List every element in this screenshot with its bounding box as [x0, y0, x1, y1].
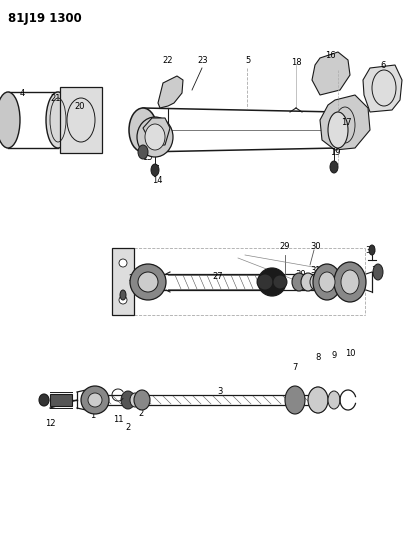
Text: 18: 18	[290, 58, 301, 67]
Text: 24: 24	[143, 263, 154, 272]
Text: 2: 2	[138, 408, 143, 417]
Text: 14: 14	[151, 175, 162, 184]
Text: 34: 34	[365, 246, 375, 254]
Bar	[50, 394, 72, 406]
Ellipse shape	[136, 117, 173, 157]
Ellipse shape	[291, 273, 305, 291]
Ellipse shape	[307, 387, 327, 413]
Bar	[112, 248, 134, 315]
Polygon shape	[319, 95, 369, 150]
Ellipse shape	[120, 290, 126, 300]
Text: 12: 12	[45, 418, 55, 427]
Ellipse shape	[0, 92, 20, 148]
Text: 25: 25	[132, 279, 143, 287]
Text: 17: 17	[340, 117, 350, 126]
Polygon shape	[362, 65, 401, 112]
Ellipse shape	[272, 275, 286, 289]
Text: 6: 6	[379, 61, 385, 69]
Text: 19: 19	[329, 148, 339, 157]
Ellipse shape	[81, 386, 109, 414]
Ellipse shape	[119, 259, 127, 267]
Text: 30: 30	[310, 241, 320, 251]
Ellipse shape	[309, 274, 321, 290]
Text: 33: 33	[349, 263, 360, 272]
Text: 27: 27	[212, 271, 223, 280]
Ellipse shape	[134, 390, 149, 410]
Text: 13: 13	[154, 139, 165, 148]
Polygon shape	[311, 52, 349, 95]
Text: 22: 22	[162, 55, 173, 64]
Ellipse shape	[129, 108, 157, 152]
Ellipse shape	[329, 161, 337, 173]
Text: 5: 5	[245, 55, 250, 64]
Polygon shape	[143, 118, 170, 145]
Ellipse shape	[327, 112, 347, 148]
Text: 81J19 1300: 81J19 1300	[8, 12, 81, 25]
Ellipse shape	[340, 270, 358, 294]
Ellipse shape	[145, 124, 164, 150]
Text: 26: 26	[128, 273, 139, 282]
Text: 2: 2	[125, 424, 130, 432]
Ellipse shape	[138, 272, 158, 292]
Ellipse shape	[39, 394, 49, 406]
Text: 30: 30	[295, 270, 305, 279]
Ellipse shape	[327, 391, 339, 409]
Ellipse shape	[119, 296, 127, 304]
Ellipse shape	[138, 145, 148, 159]
Ellipse shape	[368, 245, 374, 255]
Text: 28: 28	[268, 271, 279, 280]
Text: 21: 21	[51, 93, 61, 102]
Ellipse shape	[46, 92, 70, 148]
Text: 29: 29	[279, 241, 290, 251]
Ellipse shape	[318, 272, 334, 292]
Polygon shape	[158, 76, 183, 108]
Text: 4: 4	[19, 88, 25, 98]
Text: 15: 15	[141, 152, 152, 161]
Text: 8: 8	[315, 353, 320, 362]
Text: 3: 3	[217, 386, 222, 395]
Text: 11: 11	[113, 416, 123, 424]
Ellipse shape	[300, 273, 314, 291]
Ellipse shape	[121, 391, 135, 409]
Text: 9: 9	[330, 351, 336, 360]
Text: 1: 1	[90, 411, 96, 421]
Text: 31: 31	[310, 265, 320, 274]
Ellipse shape	[256, 274, 272, 290]
Text: 35: 35	[371, 265, 382, 274]
Text: 16: 16	[324, 51, 335, 60]
Text: 32: 32	[321, 265, 332, 274]
Text: 10: 10	[344, 350, 354, 359]
Ellipse shape	[312, 264, 340, 300]
Ellipse shape	[151, 164, 159, 176]
Ellipse shape	[88, 393, 102, 407]
Text: 20: 20	[75, 101, 85, 110]
Ellipse shape	[372, 264, 382, 280]
Text: 7: 7	[292, 364, 297, 373]
Ellipse shape	[130, 264, 166, 300]
Ellipse shape	[284, 386, 304, 414]
Bar	[60, 87, 102, 153]
Ellipse shape	[257, 268, 285, 296]
Text: 23: 23	[197, 55, 208, 64]
Ellipse shape	[333, 262, 365, 302]
Ellipse shape	[130, 393, 140, 407]
